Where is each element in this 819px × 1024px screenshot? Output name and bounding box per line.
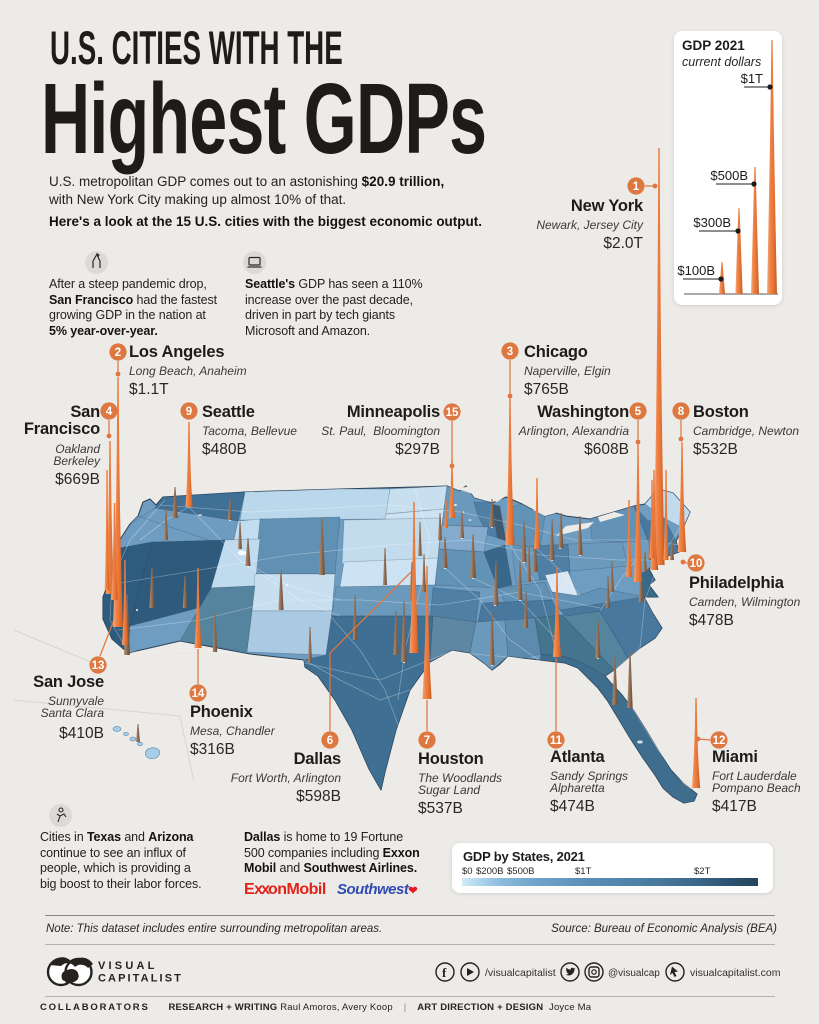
svg-text:1: 1: [633, 181, 640, 193]
svg-text:15: 15: [446, 407, 459, 419]
svg-text:10: 10: [690, 558, 703, 570]
svg-text:f: f: [442, 965, 447, 980]
svg-text:@visualcap: @visualcap: [608, 968, 660, 979]
svg-text:4: 4: [106, 406, 113, 418]
svg-text:6: 6: [327, 735, 333, 747]
svg-text:/visualcapitalist: /visualcapitalist: [485, 967, 556, 979]
svg-text:14: 14: [192, 688, 205, 700]
svg-text:8: 8: [678, 406, 685, 418]
svg-text:13: 13: [92, 660, 105, 672]
svg-text:9: 9: [186, 406, 192, 418]
svg-text:visualcapitalist.com: visualcapitalist.com: [690, 967, 781, 979]
svg-text:2: 2: [115, 347, 121, 359]
svg-text:7: 7: [424, 735, 430, 747]
svg-text:5: 5: [635, 406, 642, 418]
svg-text:3: 3: [507, 346, 513, 358]
svg-text:11: 11: [550, 735, 563, 747]
svg-text:VISUAL: VISUAL: [98, 960, 158, 972]
svg-text:12: 12: [713, 735, 726, 747]
svg-text:CAPITALIST: CAPITALIST: [98, 973, 183, 985]
